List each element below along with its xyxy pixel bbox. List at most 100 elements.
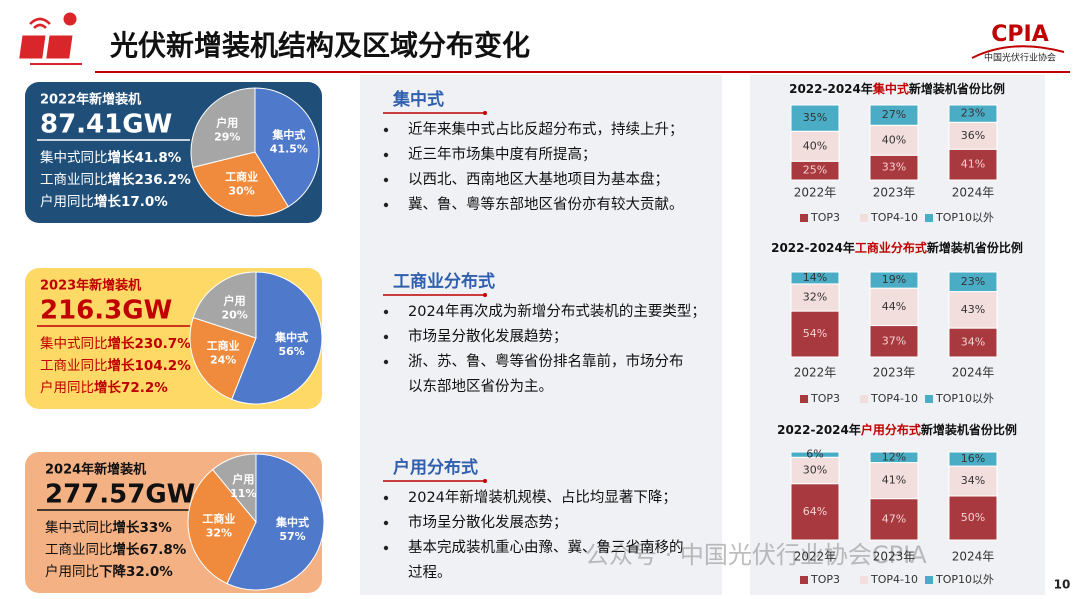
card-heading: 2024年新增装机 (45, 462, 146, 478)
bullet-dot (383, 545, 389, 551)
bar-segment (948, 148, 998, 181)
section-rule-end (483, 111, 487, 115)
bar-segment (790, 130, 840, 162)
card-heading: 2022年新增装机 (40, 92, 141, 108)
card-line: 集中式同比增长41.8% (40, 149, 182, 166)
text-panel (360, 75, 722, 595)
pie-value-label: 20% (221, 309, 247, 322)
bar-segment (790, 451, 840, 458)
bullet-text: 2024年再次成为新增分布式装机的主要类型； (408, 303, 706, 320)
bar-value-label: 36% (961, 129, 985, 142)
legend-label: TOP10以外 (935, 573, 994, 586)
bar-value-label: 32% (803, 291, 827, 304)
legend-swatch (925, 395, 933, 403)
bar-value-label: 14% (803, 271, 827, 284)
x-tick-label: 2022年 (794, 366, 837, 380)
bar-value-label: 41% (961, 158, 985, 171)
legend-swatch (860, 214, 868, 222)
chart-title-part: 工商业分布式 (855, 240, 927, 255)
logo: CPIA (991, 22, 1048, 47)
bullet-dot (383, 177, 389, 183)
bullet-dot (383, 520, 389, 526)
pie-value-label: 29% (214, 130, 240, 143)
bullet-dot (383, 152, 389, 158)
pie-value-label: 24% (210, 353, 236, 366)
card-line-value: 下降32.0% (99, 563, 173, 580)
bar-segment (869, 287, 919, 327)
card-line-label: 集中式同比 (40, 336, 108, 352)
bar-value-label: 40% (882, 133, 906, 146)
card-line-value: 增长230.7% (108, 335, 192, 352)
bullet-text: 过程。 (408, 564, 452, 581)
bullet-dot (383, 334, 389, 340)
pie-label: 工商业 (207, 338, 240, 352)
bar-value-label: 47% (882, 512, 906, 525)
pie-label: 集中式 (275, 515, 309, 529)
bullet-dot (383, 127, 389, 133)
chart-title-part: 新增装机省份比例 (921, 422, 1017, 437)
bar-segment (948, 451, 998, 467)
bar-segment (948, 495, 998, 541)
x-tick-label: 2024年 (952, 550, 995, 564)
bar-value-label: 34% (961, 336, 985, 349)
bar-segment (948, 104, 998, 123)
chart-title: 2022-2024年工商业分布式新增装机省份比例 (771, 240, 1023, 255)
bullet-text: 2024年新增装机规模、占比均显著下降； (408, 489, 677, 506)
legend-label: TOP10以外 (935, 211, 994, 224)
pie-slice (231, 271, 323, 405)
bar-segment (790, 310, 840, 358)
legend-label: TOP4-10 (870, 573, 918, 586)
pie-label: 工商业 (202, 512, 235, 526)
card-line-value: 增长67.8% (113, 541, 187, 558)
bar-value-label: 41% (882, 474, 906, 487)
legend-swatch (925, 576, 933, 584)
bar-segment (790, 456, 840, 485)
bullet-text: 近三年市场集中度有所提高； (408, 146, 597, 163)
card-line-label: 集中式同比 (45, 520, 113, 536)
pie-slice (192, 271, 257, 339)
legend-swatch (800, 576, 808, 584)
pie-slice (190, 87, 256, 168)
bullet-dot (383, 359, 389, 365)
card-line-value: 增长33% (113, 519, 173, 536)
bar-segment (869, 104, 919, 126)
pie-slice (254, 87, 320, 208)
pie-label: 集中式 (271, 127, 305, 141)
card-total: 216.3GW (40, 296, 172, 326)
bullet-text: 以东部地区省份为主。 (408, 378, 553, 395)
pie-label: 工商业 (225, 170, 258, 184)
chart-title-part: 新增装机省份比例 (927, 240, 1023, 255)
pie-label: 户用 (232, 472, 254, 486)
bullet-dot (383, 495, 389, 501)
page-number: 10 (1054, 578, 1071, 592)
pie-slice (187, 468, 257, 585)
bar-value-label: 43% (961, 303, 985, 316)
logo-swoosh (971, 45, 1065, 59)
bar-segment (948, 271, 998, 293)
card-total: 87.41GW (40, 110, 172, 140)
x-tick-label: 2022年 (794, 550, 837, 564)
bar-value-label: 6% (806, 448, 823, 461)
legend-label: TOP10以外 (935, 392, 994, 405)
pie-value-label: 11% (230, 487, 256, 500)
section-title: 集中式 (392, 89, 444, 110)
bullet-text: 冀、鲁、粤等东部地区省份亦有较大贡献。 (408, 195, 684, 213)
card-line-label: 工商业同比 (40, 358, 108, 374)
card-line-label: 集中式同比 (40, 150, 108, 166)
bar-value-label: 44% (882, 300, 906, 313)
x-tick-label: 2024年 (952, 366, 995, 380)
chart-title-part: 新增装机省份比例 (909, 81, 1005, 96)
card-line: 户用同比增长17.0% (40, 193, 168, 210)
card-line-value: 增长41.8% (108, 149, 182, 166)
logo-subtitle: 中国光伏行业协会 (984, 52, 1056, 64)
card-heading: 2023年新增装机 (40, 278, 141, 294)
chart-title-part: 2022-2024年 (777, 422, 861, 437)
chart-title: 2022-2024年集中式新增装机省份比例 (789, 81, 1005, 96)
pie-value-label: 30% (228, 185, 254, 198)
bar-segment (948, 327, 998, 358)
legend-label: TOP4-10 (870, 392, 918, 405)
bar-segment (790, 104, 840, 132)
pie-label: 集中式 (274, 330, 308, 344)
bar-segment (790, 271, 840, 285)
